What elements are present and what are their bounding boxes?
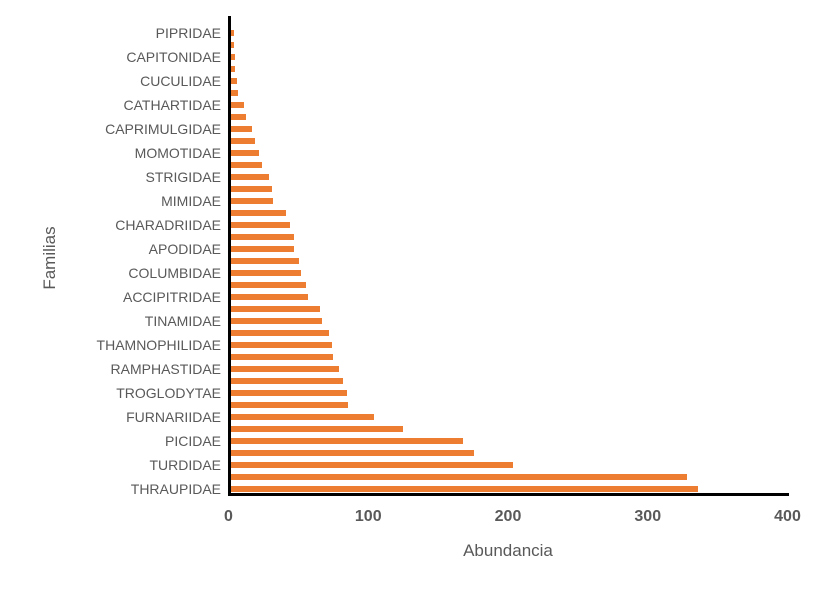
y-axis-category-label: TURDIDAE bbox=[149, 456, 221, 473]
x-axis-tick-label: 200 bbox=[494, 508, 522, 525]
bar bbox=[231, 257, 300, 264]
bar bbox=[231, 293, 308, 300]
y-axis-category-label: APODIDAE bbox=[148, 240, 221, 257]
y-axis-category-label: PIPRIDAE bbox=[155, 24, 221, 41]
bar bbox=[231, 125, 252, 132]
y-axis-category-label: CAPRIMULGIDAE bbox=[105, 120, 221, 137]
bar bbox=[231, 485, 698, 492]
bar bbox=[231, 197, 273, 204]
y-axis-category-label: CAPITONIDAE bbox=[126, 48, 221, 65]
bar bbox=[231, 65, 236, 72]
y-axis-category-label: TINAMIDAE bbox=[144, 312, 221, 329]
bar bbox=[231, 209, 286, 216]
bar bbox=[231, 473, 687, 480]
bar bbox=[231, 77, 237, 84]
bar bbox=[231, 401, 349, 408]
bar bbox=[231, 389, 347, 396]
y-axis-category-label: CATHARTIDAE bbox=[123, 96, 222, 113]
bar bbox=[231, 317, 322, 324]
x-axis-tick-label: 100 bbox=[354, 508, 382, 525]
bar bbox=[231, 353, 334, 360]
bar bbox=[231, 377, 343, 384]
bar bbox=[231, 29, 234, 36]
bar bbox=[231, 329, 329, 336]
y-axis-category-label: STRIGIDAE bbox=[145, 168, 221, 185]
y-axis-category-label: FURNARIIDAE bbox=[126, 408, 221, 425]
y-axis-category-label: CUCULIDAE bbox=[140, 72, 221, 89]
bar bbox=[231, 449, 475, 456]
bar bbox=[231, 41, 234, 48]
bar bbox=[231, 233, 294, 240]
bar bbox=[231, 269, 301, 276]
y-axis-category-label: TROGLODYTAE bbox=[116, 384, 221, 401]
x-axis-tick-label: 300 bbox=[634, 508, 662, 525]
bar bbox=[231, 245, 294, 252]
y-axis-category-label: ACCIPITRIDAE bbox=[122, 288, 221, 305]
y-axis-category-label: MOMOTIDAE bbox=[134, 144, 221, 161]
y-axis-category-label: THAMNOPHILIDAE bbox=[96, 336, 221, 353]
bar bbox=[231, 53, 236, 60]
bar bbox=[231, 221, 290, 228]
x-axis-line bbox=[228, 493, 789, 496]
bar bbox=[231, 365, 339, 372]
bar bbox=[231, 113, 247, 120]
bar bbox=[231, 305, 321, 312]
x-axis-tick-label: 0 bbox=[224, 508, 233, 525]
bar bbox=[231, 137, 255, 144]
bar bbox=[231, 341, 332, 348]
bar bbox=[231, 101, 244, 108]
bar bbox=[231, 149, 259, 156]
y-axis-category-label: COLUMBIDAE bbox=[128, 264, 221, 281]
bar bbox=[231, 281, 307, 288]
bar bbox=[231, 461, 514, 468]
x-axis-title: Abundancia bbox=[463, 541, 553, 560]
x-axis-tick-label: 400 bbox=[774, 508, 801, 525]
bar bbox=[231, 185, 272, 192]
y-axis-category-label: CHARADRIIDAE bbox=[115, 216, 221, 233]
y-axis-line bbox=[228, 16, 231, 496]
bar bbox=[231, 173, 269, 180]
y-axis-category-label: RAMPHASTIDAE bbox=[110, 360, 221, 377]
y-axis-category-label: THRAUPIDAE bbox=[130, 480, 221, 497]
y-axis-category-label: MIMIDAE bbox=[161, 192, 221, 209]
y-axis-category-label: PICIDAE bbox=[164, 432, 221, 449]
bar bbox=[231, 437, 463, 444]
bar bbox=[231, 89, 238, 96]
bar bbox=[231, 425, 403, 432]
bar bbox=[231, 413, 374, 420]
bar bbox=[231, 161, 262, 168]
